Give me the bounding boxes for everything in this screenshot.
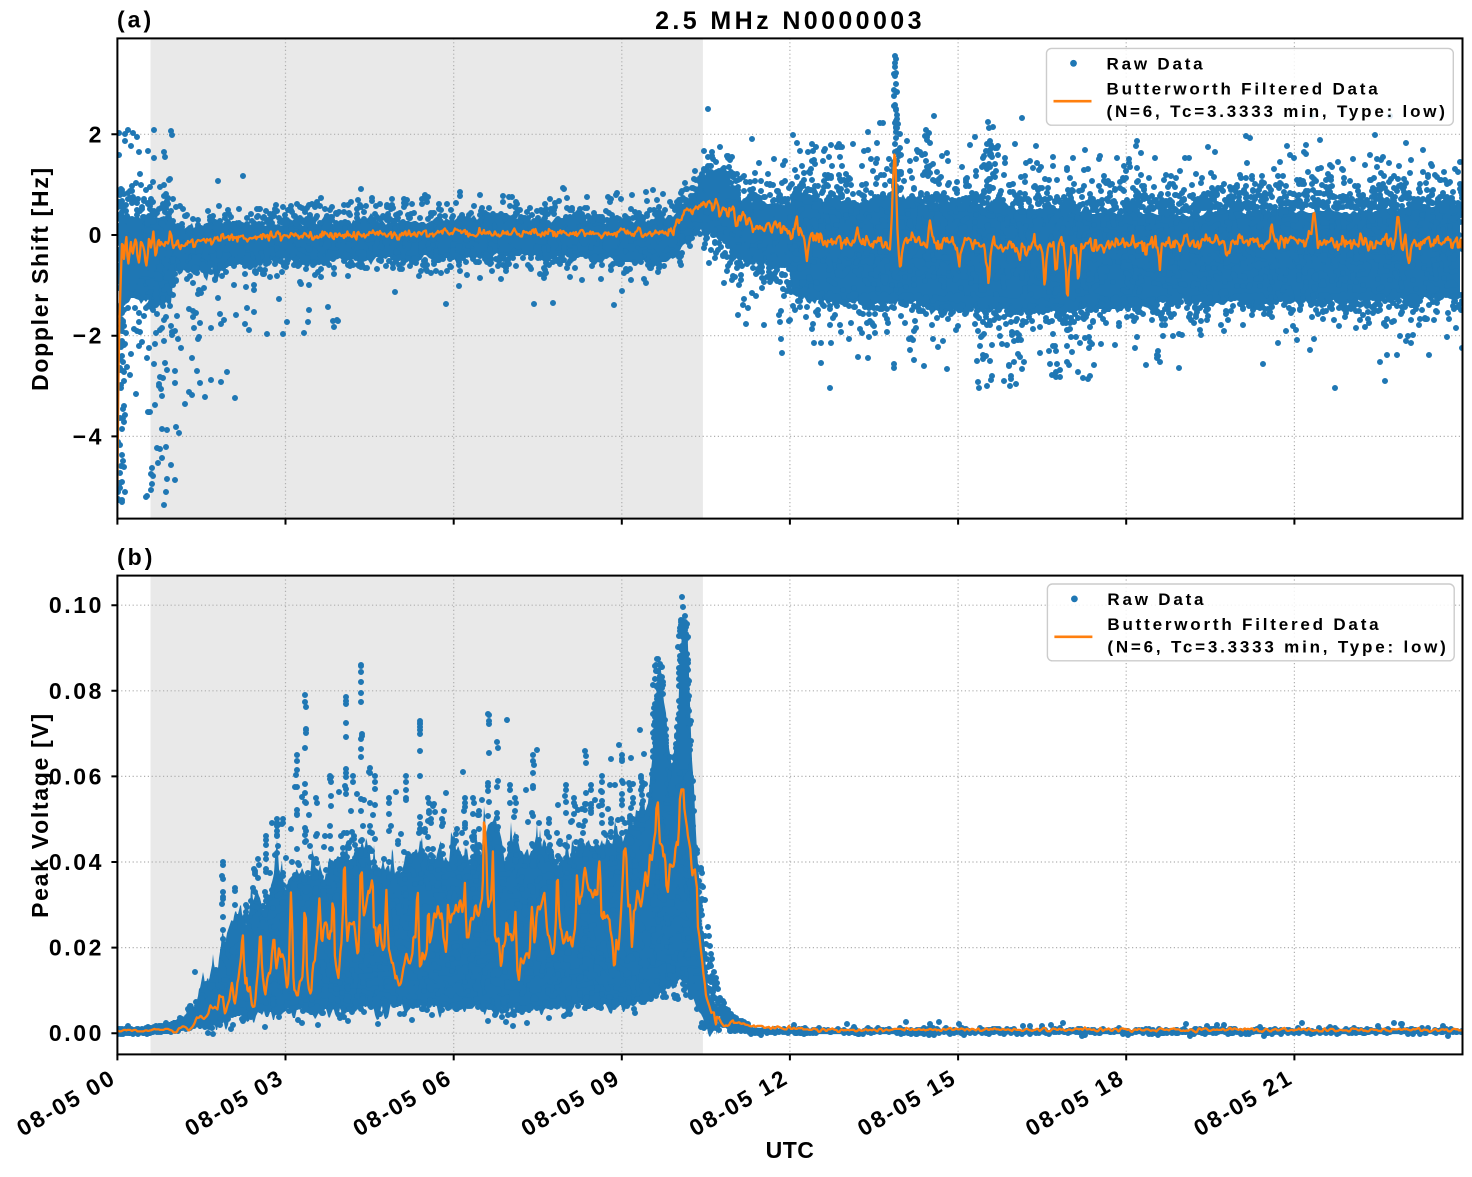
svg-text:(N=6, Tc=3.3333 min, Type: low: (N=6, Tc=3.3333 min, Type: low) (1107, 638, 1448, 657)
svg-text:2: 2 (89, 121, 104, 147)
svg-text:(N=6, Tc=3.3333 min, Type: low: (N=6, Tc=3.3333 min, Type: low) (1107, 102, 1448, 121)
svg-text:0.02: 0.02 (49, 935, 104, 961)
svg-text:(b): (b) (117, 544, 155, 570)
svg-text:0.00: 0.00 (49, 1020, 104, 1046)
svg-text:Butterworth Filtered Data: Butterworth Filtered Data (1107, 615, 1381, 634)
svg-text:(a): (a) (117, 7, 154, 33)
svg-text:0.04: 0.04 (49, 849, 104, 875)
svg-text:0.06: 0.06 (49, 763, 104, 789)
svg-text:0.10: 0.10 (49, 592, 104, 618)
svg-text:2.5 MHz N0000003: 2.5 MHz N0000003 (655, 7, 925, 35)
svg-text:−4: −4 (73, 423, 104, 449)
svg-text:0.08: 0.08 (49, 678, 104, 704)
svg-text:UTC: UTC (766, 1137, 815, 1163)
svg-text:Butterworth Filtered Data: Butterworth Filtered Data (1107, 80, 1381, 99)
svg-text:Raw Data: Raw Data (1107, 590, 1206, 609)
svg-text:Raw Data: Raw Data (1107, 54, 1206, 73)
svg-text:0: 0 (89, 222, 104, 248)
svg-text:−2: −2 (73, 323, 104, 349)
svg-text:Doppler Shift [Hz]: Doppler Shift [Hz] (27, 166, 53, 391)
svg-text:Peak Voltage [V]: Peak Voltage [V] (27, 712, 53, 918)
